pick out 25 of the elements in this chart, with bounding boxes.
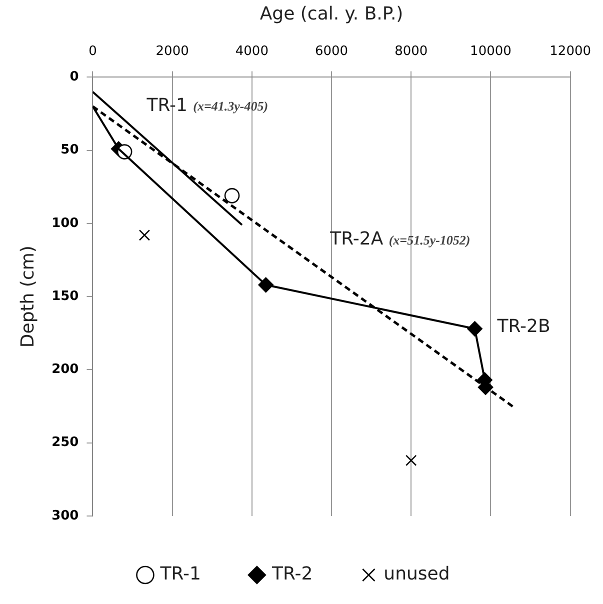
x-tick-label: 2000 <box>156 44 189 59</box>
y-tick-label: 200 <box>52 362 79 378</box>
annotation: TR-2B <box>496 316 550 337</box>
y-tick-label: 250 <box>52 435 79 450</box>
y-tick-label: 100 <box>52 216 79 231</box>
x-tick-label: 6000 <box>314 44 348 59</box>
x-tick-label: 12000 <box>550 44 591 59</box>
y-tick-label: 150 <box>52 288 79 304</box>
legend-label: unused <box>384 564 450 585</box>
x-tick-label: 4000 <box>235 44 268 59</box>
annotation: TR-1 (x=41.3y-405) <box>146 94 268 116</box>
point <box>406 454 417 466</box>
y-tick-label: 0 <box>70 70 79 85</box>
x-tick-label: 8000 <box>394 44 428 59</box>
legend-label: TR-2 <box>270 564 313 585</box>
x-axis-title: Age (cal. y. B.P.) <box>260 3 404 24</box>
point <box>138 230 150 241</box>
legend-label: TR-1 <box>159 564 201 585</box>
x-tick-label: 10000 <box>470 44 512 59</box>
point <box>224 188 240 204</box>
y-axis-title: Depth (cm) <box>17 246 38 348</box>
annotation: TR-2A (x=51.5y-1052) <box>329 228 470 250</box>
y-tick-label: 300 <box>52 508 79 524</box>
x-tick-label: 0 <box>88 44 97 59</box>
y-tick-label: 50 <box>60 142 79 158</box>
